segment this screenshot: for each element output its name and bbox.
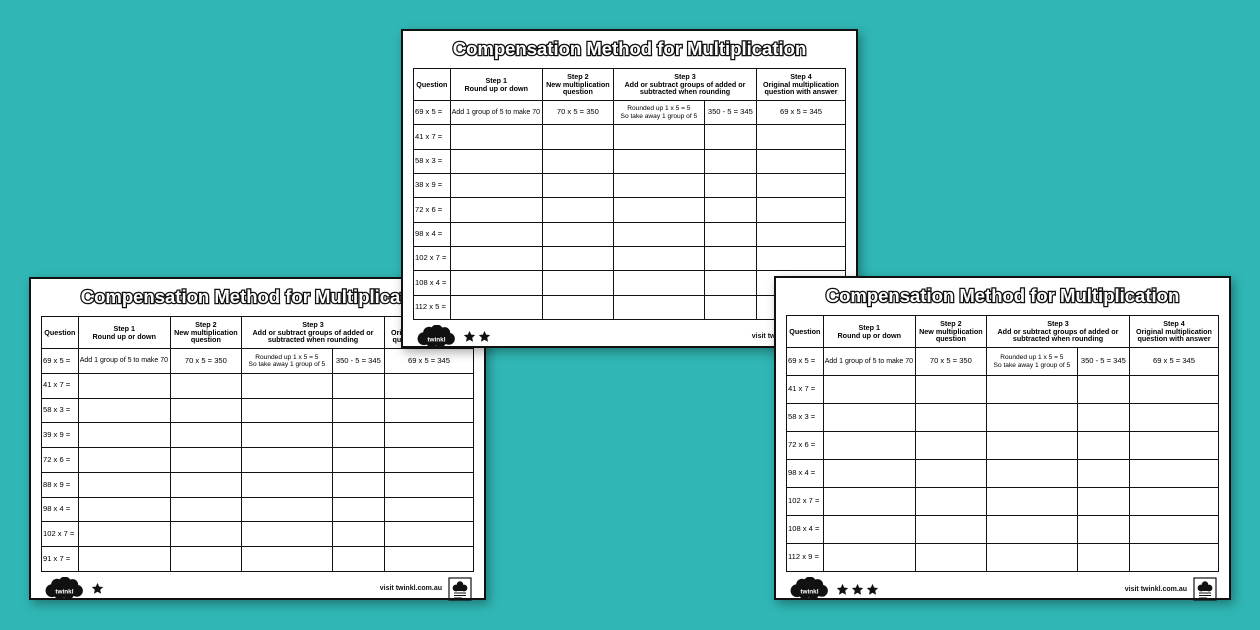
svg-text:twinkl: twinkl bbox=[427, 337, 445, 344]
svg-text:twinkl: twinkl bbox=[55, 589, 73, 596]
svg-text:twinkl: twinkl bbox=[800, 589, 818, 596]
